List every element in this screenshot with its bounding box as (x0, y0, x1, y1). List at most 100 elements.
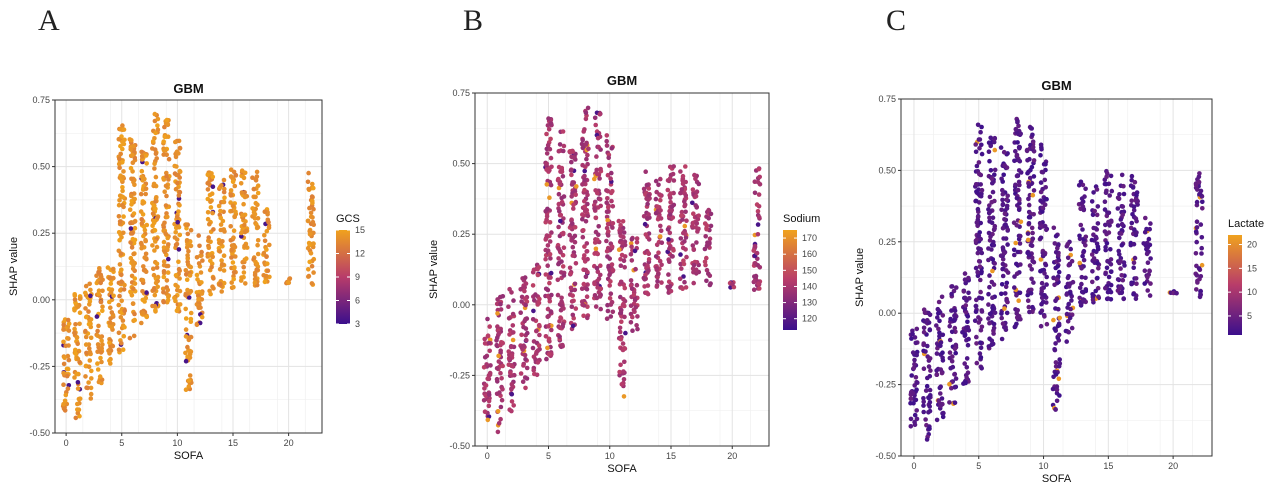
scatter-point (144, 290, 149, 295)
scatter-point (306, 267, 311, 272)
scatter-point (1000, 187, 1005, 193)
scatter-point (117, 262, 123, 267)
scatter-point (1027, 252, 1032, 258)
scatter-point (1030, 132, 1035, 138)
scatter-point (511, 403, 516, 408)
scatter-point (64, 373, 70, 379)
legend-tick-label: 10 (1247, 287, 1257, 297)
scatter-point (229, 255, 234, 260)
scatter-point (1042, 177, 1048, 183)
scatter-point (509, 382, 515, 387)
scatter-point (635, 326, 640, 332)
scatter-point (1002, 324, 1007, 330)
scatter-point (569, 194, 574, 199)
scatter-point (1005, 193, 1010, 199)
scatter-point (139, 320, 144, 326)
scatter-point (592, 281, 597, 287)
scatter-point (632, 248, 638, 254)
scatter-point (73, 351, 78, 356)
scatter-point (628, 320, 634, 325)
scatter-point (305, 179, 311, 185)
scatter-point (1104, 241, 1110, 246)
scatter-point (596, 224, 601, 229)
scatter-point (952, 318, 957, 323)
scatter-point (609, 198, 614, 204)
scatter-point (208, 291, 213, 297)
scatter-point (1025, 231, 1031, 236)
scatter-point (239, 230, 244, 236)
scatter-point (607, 296, 613, 301)
scatter-point (496, 359, 502, 364)
scatter-point (634, 236, 640, 241)
scatter-point (139, 242, 144, 247)
scatter-point (593, 246, 599, 252)
scatter-point (1003, 268, 1009, 273)
scatter-point (618, 263, 624, 269)
scatter-point (500, 294, 506, 299)
scatter-point (183, 316, 189, 321)
scatter-point (62, 355, 67, 361)
scatter-point (927, 404, 932, 409)
scatter-point (976, 160, 982, 165)
scatter-point (1131, 204, 1137, 209)
scatter-point (910, 390, 916, 396)
scatter-point (974, 189, 979, 194)
scatter-point (610, 267, 616, 273)
scatter-point (1089, 237, 1095, 243)
scatter-point (545, 263, 550, 269)
scatter-point (990, 305, 995, 311)
scatter-point (757, 265, 763, 270)
scatter-point (195, 293, 201, 299)
scatter-point (1031, 174, 1037, 179)
scatter-point (999, 315, 1004, 321)
scatter-point (1025, 158, 1030, 163)
scatter-point (139, 221, 145, 226)
scatter-point (495, 335, 500, 340)
scatter-point (939, 294, 945, 300)
scatter-point (616, 247, 622, 252)
scatter-point (1130, 185, 1136, 190)
scatter-point (518, 310, 523, 316)
scatter-point (77, 310, 83, 316)
scatter-point (643, 169, 648, 174)
scatter-point (1050, 386, 1056, 392)
legend-colorbar (336, 230, 350, 324)
scatter-point (482, 355, 488, 360)
scatter-point (548, 136, 553, 142)
scatter-point (570, 293, 575, 298)
scatter-point (1117, 192, 1122, 197)
scatter-point (658, 216, 664, 221)
scatter-point (585, 105, 591, 111)
y-tick-label: 0.00 (878, 308, 896, 318)
scatter-point (128, 226, 134, 231)
scatter-point (1004, 206, 1010, 211)
scatter-point (693, 203, 698, 208)
scatter-point (567, 265, 573, 271)
scatter-point (310, 219, 316, 225)
legend-tick-label: 130 (802, 298, 817, 308)
scatter-point (495, 311, 500, 316)
scatter-point (669, 253, 675, 259)
scatter-point (83, 334, 89, 340)
scatter-point (1038, 142, 1044, 148)
scatter-point (1117, 252, 1122, 257)
scatter-point (992, 167, 998, 173)
scatter-point (991, 321, 997, 327)
scatter-point (522, 318, 527, 324)
scatter-point (1092, 208, 1097, 214)
scatter-point (605, 205, 611, 210)
scatter-point (230, 260, 236, 265)
scatter-point (244, 228, 249, 233)
scatter-point (1102, 207, 1108, 212)
scatter-point (131, 211, 137, 216)
scatter-point (152, 248, 157, 253)
scatter-point (1195, 187, 1200, 192)
scatter-point (1118, 266, 1123, 271)
scatter-point (86, 321, 92, 327)
scatter-point (487, 324, 492, 329)
scatter-point (231, 235, 236, 240)
scatter-point (964, 365, 970, 370)
scatter-point (938, 391, 943, 396)
scatter-point (580, 216, 585, 222)
scatter-point (1014, 195, 1020, 201)
